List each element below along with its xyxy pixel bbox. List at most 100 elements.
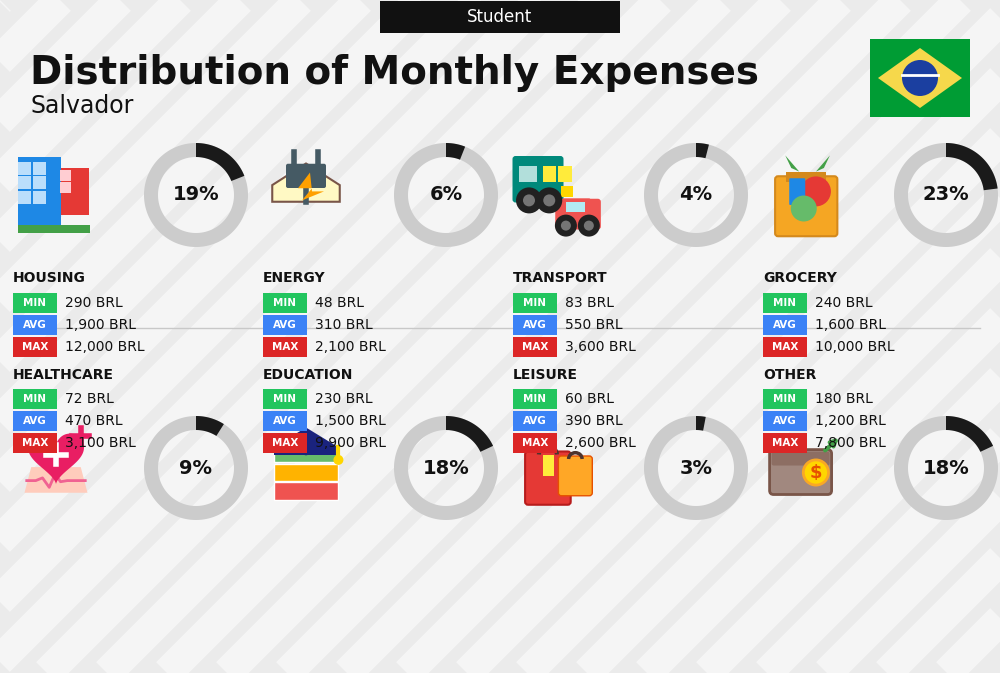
FancyBboxPatch shape (763, 411, 807, 431)
FancyBboxPatch shape (770, 450, 832, 495)
Text: 240 BRL: 240 BRL (815, 296, 873, 310)
Polygon shape (878, 48, 962, 108)
Polygon shape (394, 416, 498, 520)
Text: MIN: MIN (24, 298, 46, 308)
FancyBboxPatch shape (263, 337, 307, 357)
Text: 470 BRL: 470 BRL (65, 414, 123, 428)
Polygon shape (446, 416, 493, 452)
Text: 23%: 23% (923, 186, 969, 205)
FancyBboxPatch shape (772, 452, 830, 466)
Polygon shape (28, 433, 84, 485)
Circle shape (584, 221, 594, 231)
FancyBboxPatch shape (263, 411, 307, 431)
Polygon shape (272, 164, 340, 202)
Polygon shape (298, 172, 324, 201)
FancyBboxPatch shape (18, 176, 31, 189)
Text: 19%: 19% (173, 186, 219, 205)
Text: MAX: MAX (22, 438, 48, 448)
FancyBboxPatch shape (513, 293, 557, 313)
FancyBboxPatch shape (18, 225, 90, 234)
FancyBboxPatch shape (513, 433, 557, 453)
FancyBboxPatch shape (263, 389, 307, 409)
Circle shape (561, 221, 571, 231)
FancyBboxPatch shape (13, 411, 57, 431)
Text: 18%: 18% (423, 458, 469, 478)
Text: 310 BRL: 310 BRL (315, 318, 373, 332)
Text: 7,800 BRL: 7,800 BRL (815, 436, 886, 450)
FancyBboxPatch shape (274, 464, 338, 481)
FancyBboxPatch shape (274, 448, 338, 456)
FancyBboxPatch shape (13, 433, 57, 453)
Polygon shape (144, 416, 248, 520)
FancyBboxPatch shape (263, 293, 307, 313)
Circle shape (791, 195, 817, 221)
Text: 9%: 9% (180, 458, 212, 478)
FancyBboxPatch shape (60, 170, 71, 181)
Text: TRANSPORT: TRANSPORT (513, 271, 608, 285)
Text: MIN: MIN (774, 298, 796, 308)
Text: 3,600 BRL: 3,600 BRL (565, 340, 636, 354)
Text: 290 BRL: 290 BRL (65, 296, 123, 310)
FancyBboxPatch shape (13, 389, 57, 409)
FancyBboxPatch shape (763, 337, 807, 357)
Text: 6%: 6% (429, 186, 463, 205)
Text: HOUSING: HOUSING (13, 271, 86, 285)
Text: 1,200 BRL: 1,200 BRL (815, 414, 886, 428)
Polygon shape (274, 427, 338, 456)
FancyBboxPatch shape (33, 176, 46, 189)
Polygon shape (25, 467, 88, 493)
Polygon shape (946, 416, 993, 452)
Text: 180 BRL: 180 BRL (815, 392, 873, 406)
Text: MAX: MAX (772, 438, 798, 448)
FancyBboxPatch shape (558, 166, 572, 182)
Polygon shape (644, 416, 748, 520)
FancyBboxPatch shape (512, 156, 564, 203)
FancyBboxPatch shape (870, 39, 970, 117)
FancyBboxPatch shape (513, 389, 557, 409)
Text: MIN: MIN (24, 394, 46, 404)
Polygon shape (394, 143, 498, 247)
Text: AVG: AVG (523, 320, 547, 330)
Text: Salvador: Salvador (30, 94, 133, 118)
FancyBboxPatch shape (775, 176, 837, 236)
Polygon shape (446, 143, 465, 160)
Text: 390 BRL: 390 BRL (565, 414, 623, 428)
Text: AVG: AVG (23, 416, 47, 426)
Circle shape (543, 194, 555, 207)
Text: AVG: AVG (773, 416, 797, 426)
Text: EDUCATION: EDUCATION (263, 368, 353, 382)
Circle shape (803, 460, 828, 485)
Text: 4%: 4% (679, 186, 713, 205)
Text: LEISURE: LEISURE (513, 368, 578, 382)
FancyBboxPatch shape (18, 157, 60, 227)
Text: MAX: MAX (272, 342, 298, 352)
Text: MAX: MAX (772, 342, 798, 352)
FancyBboxPatch shape (380, 1, 620, 33)
FancyBboxPatch shape (263, 315, 307, 335)
Text: 9,900 BRL: 9,900 BRL (315, 436, 386, 450)
FancyBboxPatch shape (513, 337, 557, 357)
Polygon shape (894, 416, 998, 520)
FancyBboxPatch shape (513, 315, 557, 335)
Text: Distribution of Monthly Expenses: Distribution of Monthly Expenses (30, 54, 759, 92)
Text: MIN: MIN (524, 298, 546, 308)
Circle shape (578, 215, 600, 237)
Text: 3%: 3% (680, 458, 712, 478)
FancyBboxPatch shape (525, 452, 571, 505)
Circle shape (555, 215, 577, 237)
Text: 1,500 BRL: 1,500 BRL (315, 414, 386, 428)
Text: 3,100 BRL: 3,100 BRL (65, 436, 136, 450)
Text: HEALTHCARE: HEALTHCARE (13, 368, 114, 382)
Polygon shape (196, 416, 224, 436)
Polygon shape (144, 143, 248, 247)
FancyBboxPatch shape (274, 483, 338, 499)
Text: MAX: MAX (522, 342, 548, 352)
Circle shape (523, 194, 535, 207)
Circle shape (902, 60, 938, 96)
Text: 230 BRL: 230 BRL (315, 392, 373, 406)
FancyBboxPatch shape (561, 186, 573, 197)
Text: ENERGY: ENERGY (263, 271, 326, 285)
FancyBboxPatch shape (763, 389, 807, 409)
Text: 60 BRL: 60 BRL (565, 392, 614, 406)
Text: 18%: 18% (923, 458, 969, 478)
